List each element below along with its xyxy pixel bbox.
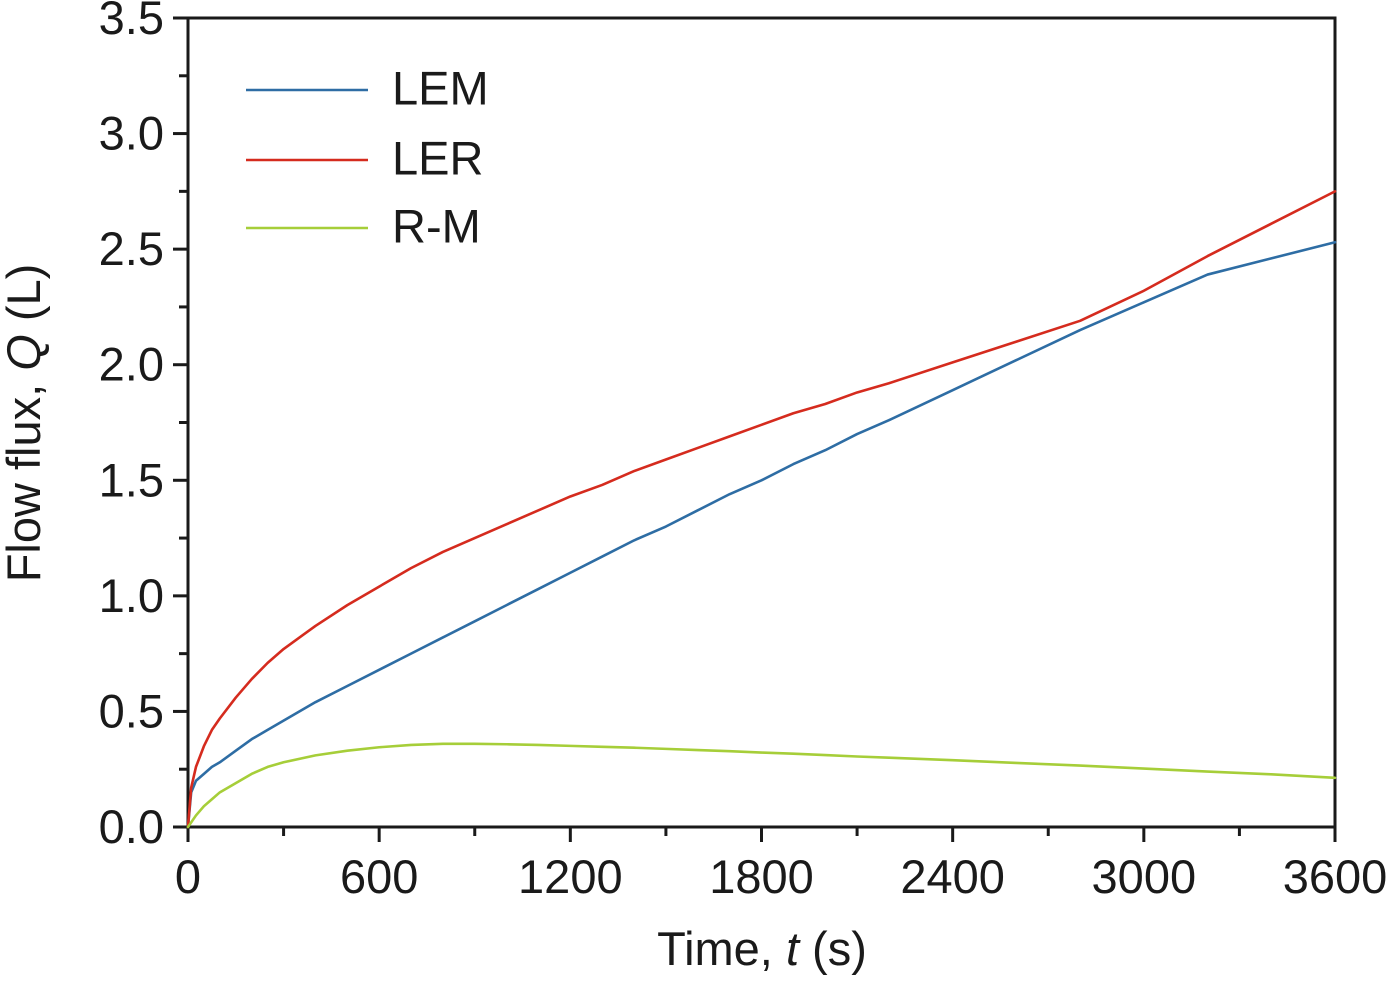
legend-item-r-m[interactable]: R-M — [246, 199, 481, 252]
y-tick-label: 1.5 — [99, 453, 164, 506]
y-tick-label: 3.0 — [99, 107, 164, 160]
legend-label: R-M — [392, 199, 481, 252]
series-line-lem — [186, 240, 1337, 829]
y-tick-label: 2.5 — [99, 222, 164, 275]
legend-label: LER — [392, 131, 483, 184]
legend-item-ler[interactable]: LER — [246, 131, 483, 184]
x-tick-label: 600 — [340, 850, 418, 903]
legend-item-lem[interactable]: LEM — [246, 61, 489, 114]
y-axis-title: Flow flux, Q (L) — [0, 264, 50, 583]
x-tick-label: 2400 — [900, 850, 1005, 903]
tick-marks — [173, 16, 1337, 842]
y-tick-label: 0.5 — [99, 684, 164, 737]
y-tick-label: 3.5 — [99, 0, 164, 44]
series-line-ler — [186, 190, 1337, 829]
y-tick-label: 1.0 — [99, 569, 164, 622]
tick-labels: 0.0 0.5 1.0 1.5 2.0 2.5 3.0 3.5 0 600 1200 1800 2400… — [99, 0, 1387, 903]
x-tick-label: 1800 — [709, 850, 814, 903]
x-tick-label: 0 — [175, 850, 201, 903]
data-series — [186, 190, 1337, 829]
chart-legend: LEM LER R-M — [246, 61, 489, 252]
legend-label: LEM — [392, 61, 489, 114]
x-tick-label: 1200 — [518, 850, 623, 903]
x-tick-label: 3600 — [1283, 850, 1387, 903]
series-line-r-m — [186, 742, 1337, 829]
x-tick-label: 3000 — [1092, 850, 1197, 903]
x-axis-title: Time, t (s) — [657, 922, 867, 975]
y-tick-label: 0.0 — [99, 800, 164, 853]
y-tick-label: 2.0 — [99, 338, 164, 391]
